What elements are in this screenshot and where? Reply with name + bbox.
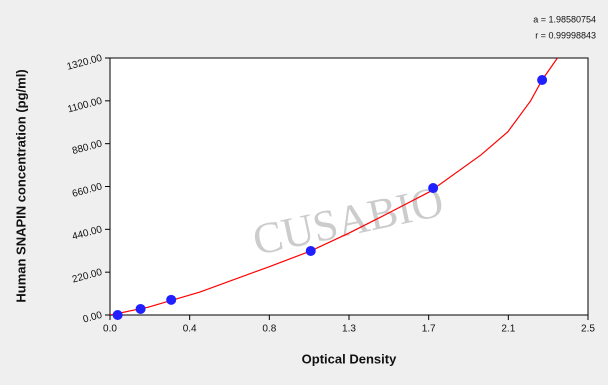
y-axis-title: Human SNAPIN concentration (pg/ml) <box>13 69 28 302</box>
data-point <box>135 303 146 314</box>
x-tick-label: 0.4 <box>183 324 197 335</box>
data-point <box>112 310 123 320</box>
data-point <box>305 245 316 256</box>
fit-curve <box>110 58 558 315</box>
data-point <box>166 294 177 305</box>
x-tick-label: 1.3 <box>342 324 356 335</box>
y-tick-label: 220.00 <box>71 267 104 286</box>
y-tick-label: 440.00 <box>71 224 104 243</box>
y-tick-label: 1320.00 <box>66 53 104 73</box>
annotation: r = 0.99998843 <box>535 30 596 40</box>
x-tick-label: 2.5 <box>581 324 595 335</box>
y-tick-label: 660.00 <box>71 181 104 200</box>
data-point <box>428 183 439 194</box>
y-tick-label: 0.00 <box>82 310 104 326</box>
x-axis-title: Optical Density <box>302 351 397 366</box>
x-tick-label: 2.1 <box>501 324 515 335</box>
y-tick-label: 1100.00 <box>66 96 103 116</box>
data-point <box>537 75 548 86</box>
plot-area <box>109 57 589 316</box>
y-tick-label: 880.00 <box>71 138 104 157</box>
x-tick-label: 0.0 <box>103 324 117 335</box>
x-tick-label: 1.7 <box>422 324 436 335</box>
x-tick-label: 0.8 <box>262 324 276 335</box>
annotation: a = 1.98580754 <box>533 14 596 24</box>
